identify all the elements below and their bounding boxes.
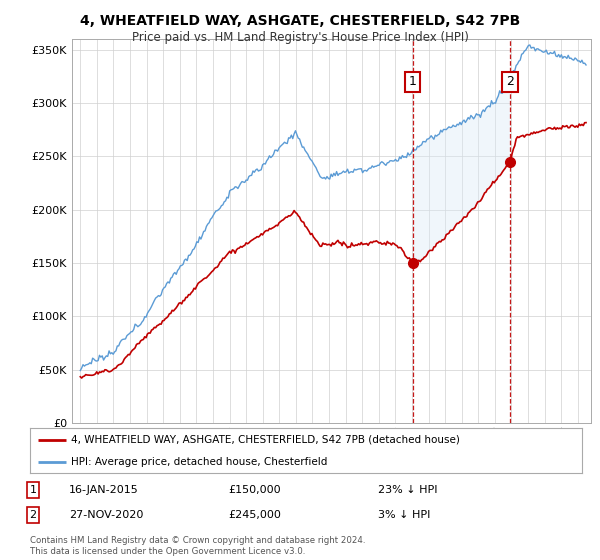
Text: Contains HM Land Registry data © Crown copyright and database right 2024.
This d: Contains HM Land Registry data © Crown c… (30, 536, 365, 556)
Text: 23% ↓ HPI: 23% ↓ HPI (378, 485, 437, 495)
Text: 1: 1 (409, 76, 416, 88)
Text: 27-NOV-2020: 27-NOV-2020 (69, 510, 143, 520)
Text: 16-JAN-2015: 16-JAN-2015 (69, 485, 139, 495)
Text: 1: 1 (29, 485, 37, 495)
Text: £245,000: £245,000 (228, 510, 281, 520)
Text: 3% ↓ HPI: 3% ↓ HPI (378, 510, 430, 520)
Text: £150,000: £150,000 (228, 485, 281, 495)
Text: 2: 2 (506, 76, 514, 88)
Text: 4, WHEATFIELD WAY, ASHGATE, CHESTERFIELD, S42 7PB: 4, WHEATFIELD WAY, ASHGATE, CHESTERFIELD… (80, 14, 520, 28)
Text: 2: 2 (29, 510, 37, 520)
Text: HPI: Average price, detached house, Chesterfield: HPI: Average price, detached house, Ches… (71, 457, 328, 467)
Text: 4, WHEATFIELD WAY, ASHGATE, CHESTERFIELD, S42 7PB (detached house): 4, WHEATFIELD WAY, ASHGATE, CHESTERFIELD… (71, 435, 460, 445)
Text: Price paid vs. HM Land Registry's House Price Index (HPI): Price paid vs. HM Land Registry's House … (131, 31, 469, 44)
